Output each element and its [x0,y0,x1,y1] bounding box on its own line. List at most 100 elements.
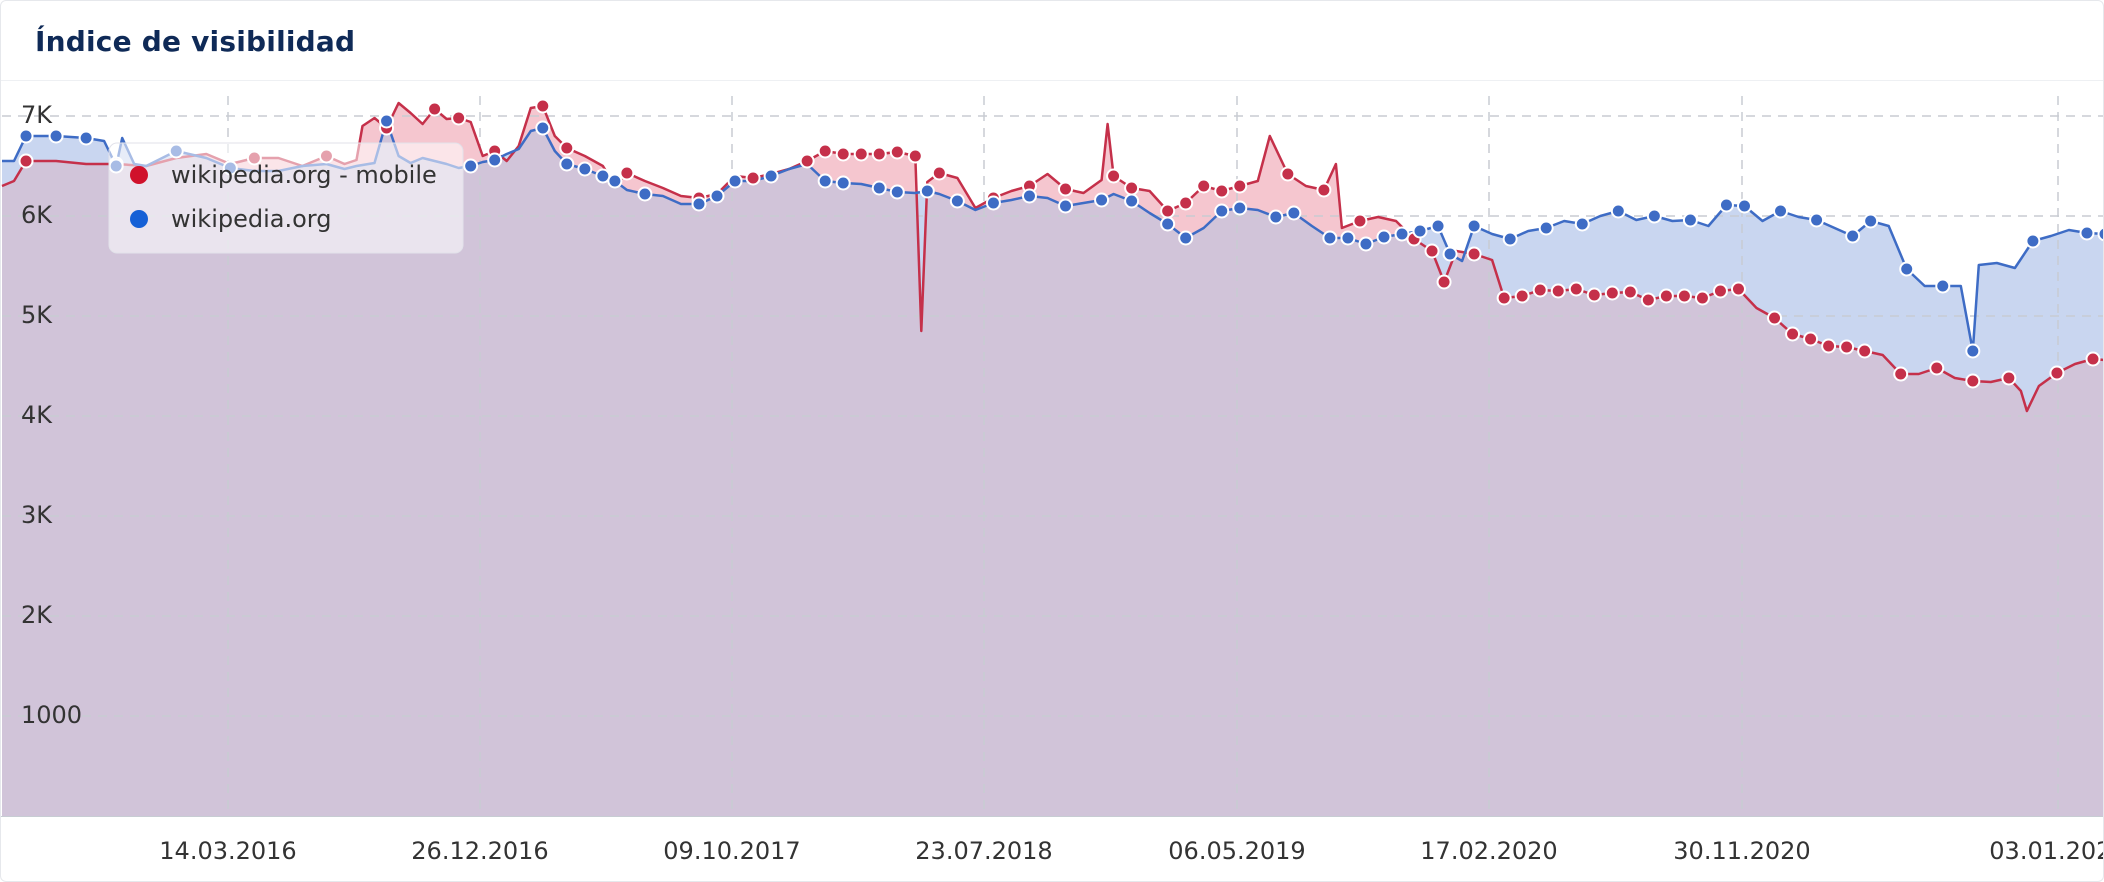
point-mobile[interactable] [1712,283,1728,299]
point-mobile[interactable] [1232,178,1248,194]
point-mobile[interactable] [1965,373,1981,389]
point-mobile[interactable] [1424,243,1440,259]
point-desktop[interactable] [1178,230,1194,246]
point-desktop[interactable] [577,161,593,177]
point-mobile[interactable] [1532,282,1548,298]
point-mobile[interactable] [1730,281,1746,297]
point-mobile[interactable] [1550,283,1566,299]
point-mobile[interactable] [1622,284,1638,300]
point-desktop[interactable] [1610,203,1626,219]
point-desktop[interactable] [1430,218,1446,234]
point-mobile[interactable] [1767,310,1783,326]
point-mobile[interactable] [817,143,833,159]
point-mobile[interactable] [1514,288,1530,304]
point-mobile[interactable] [1893,366,1909,382]
point-desktop[interactable] [1124,193,1140,209]
point-desktop[interactable] [1965,343,1981,359]
point-desktop[interactable] [78,130,94,146]
point-mobile[interactable] [1604,285,1620,301]
point-desktop[interactable] [1094,192,1110,208]
point-mobile[interactable] [1466,246,1482,262]
point-mobile[interactable] [2049,365,2065,381]
point-mobile[interactable] [1352,213,1368,229]
point-mobile[interactable] [1196,178,1212,194]
point-desktop[interactable] [1021,188,1037,204]
point-mobile[interactable] [1436,274,1452,290]
point-desktop[interactable] [1376,229,1392,245]
point-desktop[interactable] [889,184,905,200]
point-desktop[interactable] [1268,209,1284,225]
point-mobile[interactable] [1280,166,1296,182]
point-desktop[interactable] [919,183,935,199]
point-desktop[interactable] [463,158,479,174]
point-mobile[interactable] [1839,339,1855,355]
point-desktop[interactable] [1322,230,1338,246]
point-mobile[interactable] [2001,370,2017,386]
point-mobile[interactable] [1821,338,1837,354]
point-desktop[interactable] [1773,203,1789,219]
point-desktop[interactable] [1538,220,1554,236]
point-desktop[interactable] [2079,225,2095,241]
point-mobile[interactable] [451,110,467,126]
point-desktop[interactable] [1442,246,1458,262]
legend-marker[interactable] [130,210,148,228]
point-desktop[interactable] [2097,226,2104,242]
point-desktop[interactable] [1574,216,1590,232]
point-desktop[interactable] [949,193,965,209]
point-mobile[interactable] [1178,195,1194,211]
point-mobile[interactable] [1316,182,1332,198]
point-desktop[interactable] [985,195,1001,211]
point-mobile[interactable] [1568,281,1584,297]
point-mobile[interactable] [1658,288,1674,304]
legend-marker[interactable] [130,166,148,184]
point-desktop[interactable] [817,173,833,189]
point-desktop[interactable] [559,156,575,172]
point-desktop[interactable] [1682,212,1698,228]
point-desktop[interactable] [1412,223,1428,239]
point-desktop[interactable] [535,120,551,136]
point-mobile[interactable] [907,148,923,164]
point-mobile[interactable] [871,146,887,162]
point-desktop[interactable] [379,113,395,129]
point-desktop[interactable] [1058,198,1074,214]
point-desktop[interactable] [1646,208,1662,224]
point-mobile[interactable] [1106,168,1122,184]
point-mobile[interactable] [1929,360,1945,376]
point-mobile[interactable] [619,165,635,181]
point-mobile[interactable] [1803,331,1819,347]
point-desktop[interactable] [1845,228,1861,244]
point-mobile[interactable] [1857,343,1873,359]
point-desktop[interactable] [1160,216,1176,232]
point-mobile[interactable] [1160,203,1176,219]
point-desktop[interactable] [487,152,503,168]
point-desktop[interactable] [1935,278,1951,294]
point-mobile[interactable] [889,144,905,160]
point-mobile[interactable] [1586,287,1602,303]
point-desktop[interactable] [1502,231,1518,247]
point-desktop[interactable] [1899,261,1915,277]
point-desktop[interactable] [763,168,779,184]
point-mobile[interactable] [1058,181,1074,197]
point-desktop[interactable] [1232,200,1248,216]
point-desktop[interactable] [18,128,34,144]
point-mobile[interactable] [18,153,34,169]
point-desktop[interactable] [1466,218,1482,234]
point-desktop[interactable] [709,188,725,204]
point-mobile[interactable] [559,140,575,156]
point-desktop[interactable] [1394,226,1410,242]
point-desktop[interactable] [1358,236,1374,252]
point-mobile[interactable] [931,165,947,181]
point-desktop[interactable] [835,175,851,191]
legend-label[interactable]: wikipedia.org [171,205,331,233]
point-mobile[interactable] [2085,351,2101,367]
point-desktop[interactable] [607,173,623,189]
point-desktop[interactable] [2025,233,2041,249]
point-desktop[interactable] [1286,205,1302,221]
point-desktop[interactable] [1736,198,1752,214]
point-mobile[interactable] [427,101,443,117]
point-desktop[interactable] [1863,213,1879,229]
point-mobile[interactable] [1694,290,1710,306]
point-mobile[interactable] [799,153,815,169]
point-mobile[interactable] [1214,183,1230,199]
